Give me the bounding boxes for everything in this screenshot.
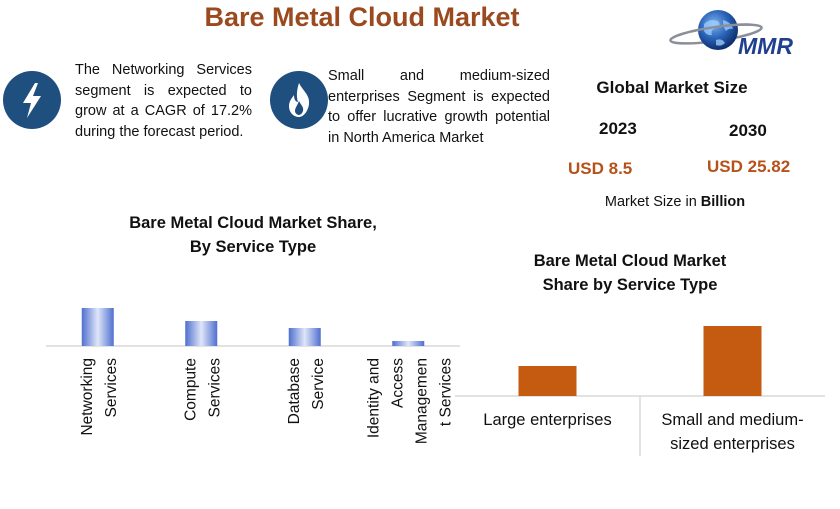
callout-2-icon (270, 71, 328, 129)
chart-2-title-line-1: Bare Metal Cloud Market (533, 252, 727, 270)
chart-2-title-line-2: Share by Service Type (542, 276, 718, 294)
mmr-logo: MMR (668, 8, 830, 60)
chart-2-bar (518, 366, 577, 396)
callout-2-text: Small and medium-sized enterprises Segme… (328, 68, 550, 146)
year-start: 2023 (599, 119, 637, 138)
chart-1-category-label: Services (103, 358, 120, 418)
flame-icon (289, 83, 310, 117)
chart-1-bar (392, 341, 425, 346)
chart-1-service-type: Networking Services Compute Services Databas… (46, 308, 460, 444)
page-title: Bare Metal Cloud Market (204, 2, 520, 32)
chart-1-category-label: t Services (437, 358, 454, 426)
chart-1-category-label: Identity and (365, 358, 382, 438)
chart-1-bar (81, 308, 114, 346)
chart-1-category-label: Networking (79, 358, 96, 436)
chart-1-title-line-1: Bare Metal Cloud Market Share, (129, 214, 377, 232)
chart-2-category-label: sized enterprises (670, 435, 795, 453)
logo-text: MMR (738, 33, 793, 59)
unit-bold: Billion (700, 194, 746, 210)
callout-1-icon (3, 71, 61, 129)
lightning-bolt-icon (23, 83, 41, 118)
chart-1-category-label: Managemen (413, 358, 430, 444)
chart-2-category-label: Small and medium- (661, 411, 803, 429)
chart-1-category-label: Database (286, 358, 303, 424)
market-size-unit: Market Size in Billion (560, 194, 790, 210)
chart-1-category-label: Access (389, 358, 406, 408)
unit-prefix: Market Size in (604, 194, 697, 210)
callout-1-text: The Networking Services segment is expec… (75, 62, 252, 140)
value-end: USD 25.82 (707, 157, 791, 176)
chart-1-category-label: Compute (182, 358, 199, 421)
chart-1-bar (288, 328, 321, 346)
chart-1-category-label: Service (310, 358, 327, 410)
value-start: USD 8.5 (568, 159, 633, 178)
chart-2-enterprise-size: Large enterprises Small and medium-sized … (455, 326, 825, 456)
chart-2-bar (703, 326, 762, 396)
chart-2-category-label: Large enterprises (483, 411, 611, 429)
global-market-title: Global Market Size (596, 78, 748, 97)
year-end: 2030 (729, 121, 767, 140)
chart-1-title-line-2: By Service Type (189, 238, 317, 256)
chart-2-title: Bare Metal Cloud Market Share by Service… (490, 249, 770, 297)
chart-1-category-label: Services (206, 358, 223, 418)
chart-1-bar (185, 321, 218, 346)
chart-1-title: Bare Metal Cloud Market Share, By Servic… (80, 211, 426, 259)
globe-logo-icon: MMR (669, 10, 793, 59)
